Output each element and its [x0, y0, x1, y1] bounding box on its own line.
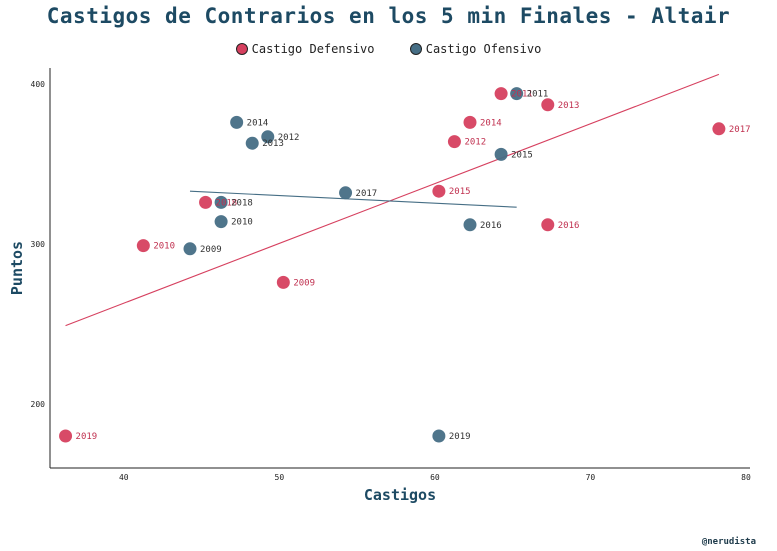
- trendline-defensivo: [65, 73, 720, 327]
- legend: Castigo Defensivo Castigo Ofensivo: [0, 42, 777, 58]
- point-label-defensivo: 2012: [464, 138, 486, 148]
- point-ofensivo[interactable]: [339, 186, 353, 200]
- y-tick-label: 300: [31, 240, 46, 249]
- tick-labels: 40 50 60 70 80 200 300 400: [31, 80, 751, 482]
- point-label-ofensivo: 2011: [527, 90, 549, 100]
- point-ofensivo[interactable]: [245, 136, 259, 150]
- point-defensivo[interactable]: [712, 122, 726, 136]
- point-label-ofensivo: 2010: [231, 218, 253, 228]
- point-ofensivo[interactable]: [432, 429, 446, 443]
- point-defensivo[interactable]: [494, 87, 508, 101]
- point-label-defensivo: 2009: [293, 278, 315, 288]
- data-points: [59, 87, 726, 443]
- legend-item-ofensivo[interactable]: Castigo Ofensivo: [409, 42, 542, 56]
- point-label-defensivo: 2014: [480, 118, 502, 128]
- point-label-ofensivo: 2013: [262, 139, 284, 149]
- y-tick-label: 400: [31, 80, 46, 89]
- y-tick-label: 200: [31, 400, 46, 409]
- point-defensivo[interactable]: [59, 429, 73, 443]
- credit-text: @nerudista: [701, 537, 756, 547]
- point-label-ofensivo: 2015: [511, 150, 533, 160]
- legend-label-ofensivo: Castigo Ofensivo: [425, 42, 542, 56]
- x-tick-label: 40: [119, 473, 129, 482]
- point-ofensivo[interactable]: [214, 195, 228, 209]
- point-ofensivo[interactable]: [230, 115, 244, 129]
- point-ofensivo[interactable]: [494, 147, 508, 161]
- point-defensivo[interactable]: [136, 239, 150, 253]
- trendline-ofensivo: [189, 190, 517, 208]
- point-label-defensivo: 2015: [449, 187, 471, 197]
- point-defensivo[interactable]: [276, 275, 290, 289]
- point-label-defensivo: 2010: [153, 242, 175, 252]
- x-tick-label: 60: [430, 473, 440, 482]
- point-defensivo[interactable]: [541, 98, 555, 112]
- data-labels: 2019 2010 2018 2009 2015 2012 2014 2011 2013 2016…: [76, 90, 751, 442]
- trendlines: [65, 73, 720, 327]
- point-label-defensivo: 2016: [558, 221, 580, 231]
- x-tick-label: 70: [586, 473, 596, 482]
- point-label-ofensivo: 2018: [231, 198, 253, 208]
- point-ofensivo[interactable]: [261, 130, 275, 144]
- y-axis-title: Puntos: [8, 241, 26, 295]
- point-label-ofensivo: 2009: [200, 245, 222, 255]
- point-label-ofensivo: 2012: [278, 133, 300, 143]
- point-defensivo[interactable]: [541, 218, 555, 232]
- x-tick-label: 50: [275, 473, 285, 482]
- axes: [49, 68, 750, 469]
- point-label-ofensivo: 2017: [356, 189, 378, 199]
- point-ofensivo[interactable]: [510, 87, 524, 101]
- x-tick-label: 80: [741, 473, 751, 482]
- point-label-ofensivo: 2014: [247, 118, 269, 128]
- point-ofensivo[interactable]: [214, 215, 228, 229]
- point-ofensivo[interactable]: [183, 242, 197, 256]
- x-axis-title: Castigos: [364, 486, 436, 504]
- legend-item-defensivo[interactable]: Castigo Defensivo: [235, 42, 375, 56]
- legend-swatch-defensivo-icon: [235, 43, 248, 55]
- chart-title: Castigos de Contrarios en los 5 min Fina…: [46, 4, 731, 28]
- point-label-ofensivo: 2019: [449, 432, 471, 442]
- point-label-defensivo: 2018: [216, 198, 238, 208]
- point-defensivo[interactable]: [432, 184, 446, 198]
- point-label-ofensivo: 2016: [480, 221, 502, 231]
- point-defensivo[interactable]: [463, 115, 477, 129]
- point-label-defensivo: 2011: [511, 90, 533, 100]
- point-defensivo[interactable]: [199, 195, 213, 209]
- point-label-defensivo: 2013: [558, 101, 580, 111]
- point-label-defensivo: 2019: [76, 432, 98, 442]
- point-label-defensivo: 2017: [729, 125, 751, 135]
- point-ofensivo[interactable]: [463, 218, 477, 232]
- point-defensivo[interactable]: [447, 135, 461, 149]
- legend-label-defensivo: Castigo Defensivo: [251, 42, 375, 56]
- legend-swatch-ofensivo-icon: [409, 43, 422, 55]
